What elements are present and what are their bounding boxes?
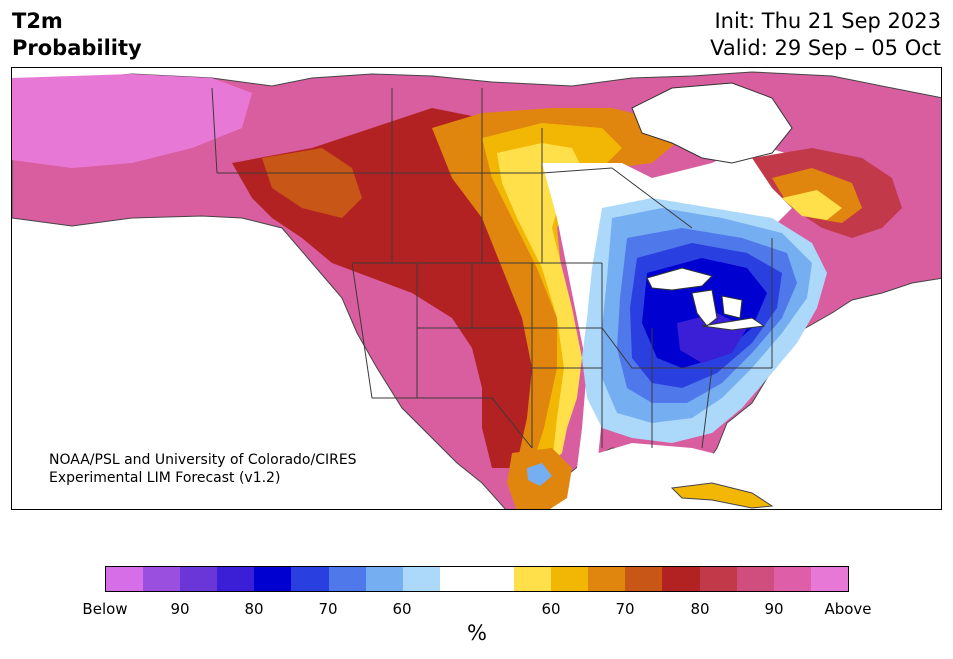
unit-label: %: [467, 621, 487, 645]
credit-line-2: Experimental LIM Forecast (v1.2): [49, 470, 280, 486]
tick-label: 70: [615, 600, 635, 618]
colorbar-segment: [402, 567, 440, 591]
colorbar-segment: [551, 567, 589, 591]
tick-label: 70: [318, 600, 338, 618]
tick-label: 80: [690, 600, 710, 618]
colorbar-segment: [773, 567, 811, 591]
great-lakes: [646, 267, 766, 331]
tick-label: Below: [82, 600, 128, 618]
colorbar-segment: [365, 567, 403, 591]
tick-label: 90: [764, 600, 784, 618]
init-date: Init: Thu 21 Sep 2023: [714, 9, 941, 33]
colorbar-segment: [736, 567, 774, 591]
colorbar-segment: [439, 567, 515, 591]
valid-range: Valid: 29 Sep – 05 Oct: [710, 36, 941, 60]
title-line-2: Probability: [12, 36, 142, 60]
colorbar-segment: [514, 567, 552, 591]
title-line-1: T2m: [12, 9, 63, 33]
colorbar-segment: [254, 567, 292, 591]
hudson-bay: [631, 82, 793, 164]
colorbar-segment: [291, 567, 329, 591]
cuba: [670, 482, 774, 509]
tick-label: 80: [244, 600, 264, 618]
colorbar-segment: [810, 567, 848, 591]
map-graphic: NOAA/PSL and University of Colorado/CIRE…: [12, 71, 941, 509]
probability-colorbar: [105, 566, 849, 592]
forecast-dates: Init: Thu 21 Sep 2023 Valid: 29 Sep – 05…: [710, 8, 941, 62]
tick-label: Above: [824, 600, 872, 618]
probability-map: NOAA/PSL and University of Colorado/CIRE…: [11, 67, 942, 510]
tick-label: 90: [170, 600, 190, 618]
tick-label: 60: [392, 600, 412, 618]
colorbar-segment: [699, 567, 737, 591]
map-title: T2m Probability: [12, 8, 142, 62]
tick-label: 60: [541, 600, 561, 618]
colorbar-segment: [180, 567, 218, 591]
credit-line-1: NOAA/PSL and University of Colorado/CIRE…: [49, 452, 357, 468]
alaska-high-prob: [12, 74, 252, 168]
mexico-light-blue: [527, 463, 552, 486]
colorbar-segment: [143, 567, 181, 591]
dark-orange-patch: [262, 148, 362, 218]
political-borders: [211, 87, 773, 449]
colorbar-segment: [625, 567, 663, 591]
colorbar-segment: [588, 567, 626, 591]
colorbar-segment: [217, 567, 255, 591]
east-canada-yellow: [782, 190, 842, 220]
colorbar-segment: [662, 567, 700, 591]
colorbar-segment: [328, 567, 366, 591]
colorbar-segment: [106, 567, 144, 591]
